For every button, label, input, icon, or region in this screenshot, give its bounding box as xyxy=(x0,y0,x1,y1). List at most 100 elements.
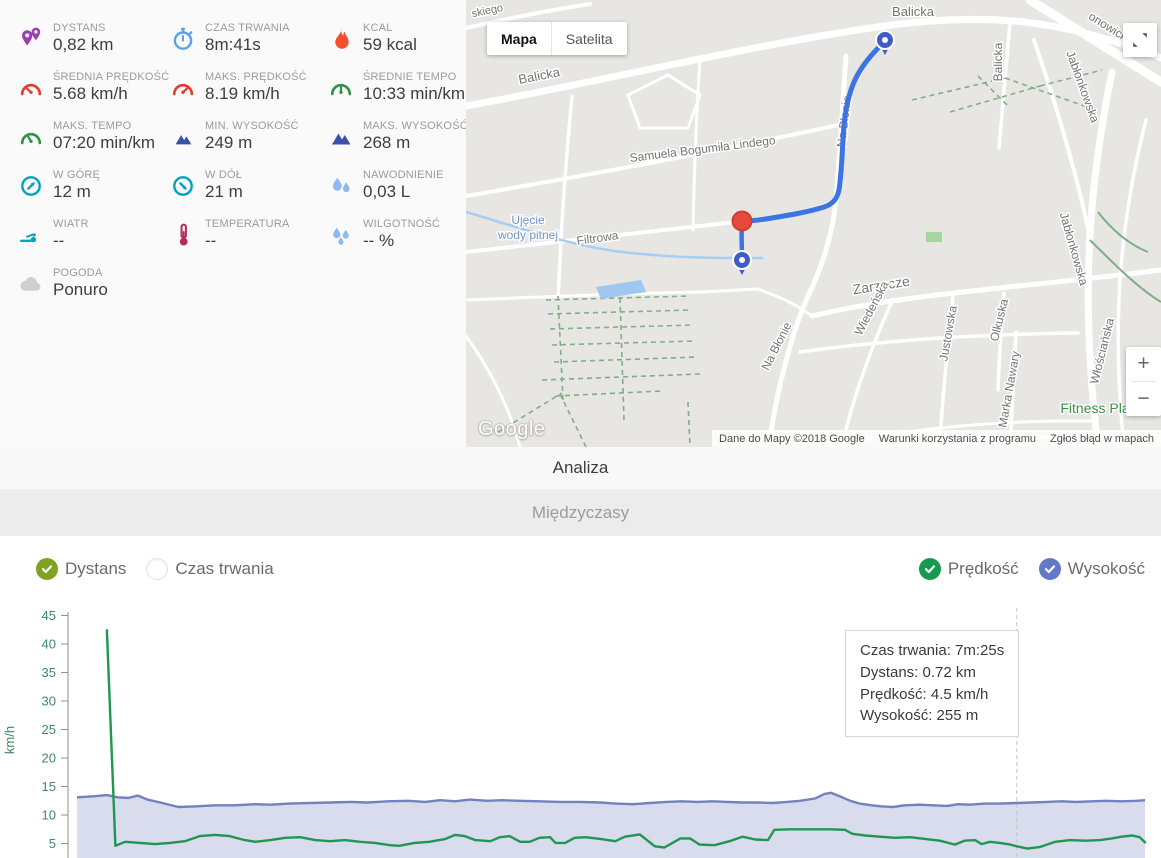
stat-czas-trwania: CZAS TRWANIA 8m:41s xyxy=(170,14,328,63)
stat-temperatura: TEMPERATURA -- xyxy=(170,210,328,259)
svg-text:20: 20 xyxy=(42,751,56,766)
thermometer-icon xyxy=(170,222,196,248)
stat-value: Ponuro xyxy=(53,279,108,299)
stats-panel: DYSTANS 0,82 km CZAS TRWANIA 8m:41s KCAL 59… xyxy=(0,0,468,447)
checked-icon xyxy=(36,558,58,580)
speed-elevation-chart[interactable]: 5 10 15 20 25 30 35 40 45 km/h xyxy=(0,600,1161,858)
toggle-label: Wysokość xyxy=(1067,559,1145,578)
flame-icon xyxy=(328,26,354,52)
google-logo[interactable]: Google xyxy=(478,418,546,440)
checked-icon xyxy=(918,558,941,580)
stat-label: ŚREDNIA PRĘDKOŚĆ xyxy=(53,70,170,83)
tooltip-elevation: Wysokość: 255 m xyxy=(860,707,979,725)
stat-value: 5.68 km/h xyxy=(53,83,128,103)
avg-pace-gauge-icon xyxy=(328,75,354,101)
tooltip-speed: Prędkość: 4.5 km/h xyxy=(860,685,989,703)
fullscreen-button[interactable] xyxy=(1123,23,1157,57)
section-analiza-label: Analiza xyxy=(552,458,609,477)
stat-value: 0,03 L xyxy=(363,181,411,201)
stat-nawodnienie: NAWODNIENIE 0,03 L xyxy=(328,161,468,210)
svg-text:15: 15 xyxy=(42,779,56,794)
max-pace-gauge-icon xyxy=(18,124,44,150)
section-miedzyczasy[interactable]: Międzyczasy xyxy=(0,490,1161,536)
stat-label: W DÓŁ xyxy=(205,168,243,181)
stat-value: 249 m xyxy=(205,132,253,152)
terms-link[interactable]: Warunki korzystania z programu xyxy=(871,430,1044,447)
stat-wilgotnosc: WILGOTNOŚĆ -- % xyxy=(328,210,468,259)
map-type-map-button[interactable]: Mapa xyxy=(487,22,551,55)
stat-w-gore: W GÓRĘ 12 m xyxy=(18,161,170,210)
stat-label: WIATR xyxy=(53,217,89,230)
map-attribution: Dane do Mapy ©2018 Google Warunki korzys… xyxy=(712,430,1161,447)
checked-icon xyxy=(1038,558,1061,580)
stat-value: 268 m xyxy=(363,132,411,152)
stat-value: 07:20 min/km xyxy=(53,132,156,152)
toggle-predkosc[interactable]: Prędkość xyxy=(918,558,1019,580)
svg-text:Fitness Pla: Fitness Pla xyxy=(1060,400,1129,416)
stat-maks-predkosc: MAKS. PRĘDKOŚĆ 8.19 km/h xyxy=(170,63,328,112)
stat-srednie-tempo: ŚREDNIE TEMPO 10:33 min/km xyxy=(328,63,468,112)
svg-text:45: 45 xyxy=(42,608,56,623)
stat-value: 10:33 min/km xyxy=(363,83,466,103)
stat-label: KCAL xyxy=(363,21,393,34)
stat-srednia-predkosc: ŚREDNIA PRĘDKOŚĆ 5.68 km/h xyxy=(18,63,170,112)
toggle-label: Czas trwania xyxy=(175,559,274,578)
stat-wiatr: WIATR -- xyxy=(18,210,170,259)
svg-text:5: 5 xyxy=(49,836,56,851)
svg-text:Balicka: Balicka xyxy=(991,42,1005,81)
toggle-label: Dystans xyxy=(65,559,127,578)
zoom-in-button[interactable]: + xyxy=(1126,347,1161,381)
stat-label: MAKS. TEMPO xyxy=(53,119,132,132)
zoom-control-divider xyxy=(1131,381,1156,382)
stat-label: TEMPERATURA xyxy=(205,217,290,230)
weather-cloud-icon xyxy=(18,271,44,297)
stat-value: -- % xyxy=(363,230,395,250)
top-section: DYSTANS 0,82 km CZAS TRWANIA 8m:41s KCAL 59… xyxy=(0,0,1161,447)
stat-maks-tempo: MAKS. TEMPO 07:20 min/km xyxy=(18,112,170,161)
section-analiza[interactable]: Analiza xyxy=(0,447,1161,490)
descent-arrow-icon xyxy=(170,173,196,199)
stat-dystans: DYSTANS 0,82 km xyxy=(18,14,170,63)
tooltip-duration: Czas trwania: 7m:25s xyxy=(860,642,1005,659)
toggle-wysokosc[interactable]: Wysokość xyxy=(1038,558,1145,580)
stat-value: 21 m xyxy=(205,181,243,201)
max-elevation-mountains-icon xyxy=(328,124,354,150)
map-type-satellite-button[interactable]: Satelita xyxy=(550,22,627,55)
zoom-out-button[interactable]: − xyxy=(1126,382,1161,416)
stat-pogoda: POGODA Ponuro xyxy=(18,259,170,308)
section-miedzyczasy-label: Międzyczasy xyxy=(531,503,630,522)
stat-label: MAKS. PRĘDKOŚĆ xyxy=(205,70,307,83)
analysis-chart-section: Dystans Czas trwania Prędkość Wysokość 5… xyxy=(0,536,1161,858)
stat-label: MIN. WYSOKOŚĆ xyxy=(205,119,299,132)
series-toggle-group: Prędkość Wysokość xyxy=(918,558,1145,580)
stat-label: POGODA xyxy=(53,266,103,279)
stat-maks-wysokosc: MAKS. WYSOKOŚĆ 268 m xyxy=(328,112,468,161)
stat-value: 0,82 km xyxy=(53,34,114,54)
svg-text:25: 25 xyxy=(42,722,56,737)
unchecked-icon xyxy=(146,558,169,580)
distance-pins-icon xyxy=(18,26,44,52)
stat-label: CZAS TRWANIA xyxy=(205,21,290,34)
report-map-error-link[interactable]: Zgłoś błąd w mapach xyxy=(1043,430,1161,447)
toggle-czas-trwania[interactable]: Czas trwania xyxy=(146,558,274,580)
hydration-drops-icon xyxy=(328,173,354,199)
svg-text:wody pitnej: wody pitnej xyxy=(497,228,558,242)
map-zoom-control: + − xyxy=(1126,347,1161,416)
map-panel: Na Błonie skiego Balicka Balicka Balicka Samu… xyxy=(466,0,1161,447)
svg-text:Ujęcie: Ujęcie xyxy=(511,213,545,227)
stat-label: MAKS. WYSOKOŚĆ xyxy=(363,119,468,132)
svg-text:Balicka: Balicka xyxy=(892,4,935,19)
x-axis-toggle-group: Dystans Czas trwania xyxy=(36,558,274,580)
svg-text:Filtrowa: Filtrowa xyxy=(576,228,620,248)
toggle-dystans[interactable]: Dystans xyxy=(36,558,126,580)
stat-label: NAWODNIENIE xyxy=(363,168,444,181)
route-map[interactable]: Na BłonieskiegoBalickaBalickaBalickaSamu… xyxy=(466,0,1161,447)
stat-value: 8.19 km/h xyxy=(205,83,280,103)
svg-text:10: 10 xyxy=(42,808,56,823)
chart-tooltip: Czas trwania: 7m:25s Dystans: 0.72 km Pr… xyxy=(845,630,1020,737)
stopwatch-icon xyxy=(170,26,196,52)
stat-value: 59 kcal xyxy=(363,34,417,54)
stat-kcal: KCAL 59 kcal xyxy=(328,14,468,63)
stat-value: 12 m xyxy=(53,181,91,201)
svg-text:40: 40 xyxy=(42,637,56,652)
